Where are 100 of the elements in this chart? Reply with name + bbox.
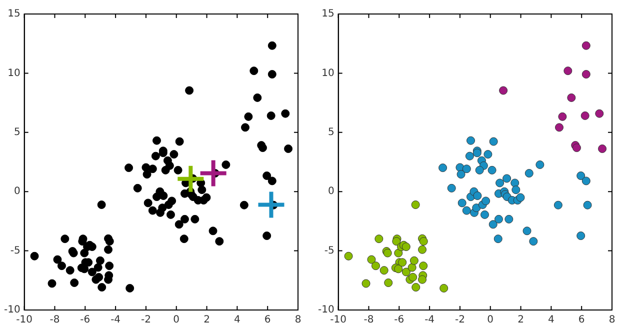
point <box>522 226 532 236</box>
y-tick-label: 0 <box>328 186 334 198</box>
point <box>419 262 428 270</box>
y-tick-label: 10 <box>8 68 20 79</box>
point <box>456 170 466 179</box>
point <box>480 210 489 219</box>
x-tick-label: -6 <box>80 314 90 326</box>
point <box>374 234 384 244</box>
point <box>466 136 476 145</box>
point <box>438 164 448 172</box>
point <box>475 166 484 174</box>
point <box>582 41 590 50</box>
point <box>362 279 370 288</box>
y-tick-label: 5 <box>14 126 20 138</box>
point <box>371 262 380 270</box>
point <box>398 258 407 267</box>
point <box>502 174 512 183</box>
y-tick-label: 15 <box>322 8 334 20</box>
point <box>462 164 471 174</box>
point <box>394 264 403 274</box>
y-tick-label: -5 <box>10 245 20 256</box>
point <box>392 237 401 246</box>
point <box>419 237 428 246</box>
point <box>582 70 590 79</box>
point <box>447 184 456 192</box>
point <box>418 245 427 254</box>
point <box>418 275 427 284</box>
x-tick-label: -8 <box>364 314 374 326</box>
y-tick-label: 0 <box>14 186 20 198</box>
point <box>462 206 471 215</box>
point <box>554 123 564 132</box>
x-tick-label: -6 <box>394 314 404 326</box>
point <box>482 196 490 206</box>
x-tick-label: 0 <box>487 314 494 326</box>
point <box>402 268 410 276</box>
point <box>394 248 403 258</box>
point <box>472 204 481 212</box>
y-tick-label: 15 <box>8 8 20 20</box>
point <box>583 200 592 210</box>
point <box>258 192 284 218</box>
point <box>465 152 474 160</box>
x-tick-label: 6 <box>578 314 585 326</box>
point <box>200 160 226 186</box>
point <box>488 166 496 174</box>
point <box>473 191 482 200</box>
x-tick-label: 2 <box>518 314 524 326</box>
point <box>598 144 607 153</box>
point <box>510 178 520 188</box>
point <box>384 278 393 288</box>
point <box>412 283 420 292</box>
point <box>576 232 586 240</box>
point <box>580 111 590 120</box>
point <box>582 176 590 186</box>
x-tick-label: 6 <box>264 314 271 326</box>
x-tick-label: -8 <box>50 314 60 326</box>
point <box>572 144 581 152</box>
point <box>408 272 418 282</box>
y-tick-label: 5 <box>328 126 334 138</box>
point <box>496 178 504 188</box>
point <box>410 256 418 265</box>
point <box>576 171 586 180</box>
x-tick-label: 4 <box>234 314 240 326</box>
point <box>512 186 520 194</box>
y-tick-label: 10 <box>322 68 334 79</box>
point <box>567 93 576 102</box>
point <box>440 284 448 292</box>
point <box>380 266 388 275</box>
point <box>411 200 420 209</box>
point <box>408 263 416 272</box>
point <box>499 86 508 95</box>
point <box>504 214 514 224</box>
point <box>494 214 503 224</box>
point <box>558 112 567 121</box>
x-tick-label: 0 <box>173 314 180 326</box>
point <box>494 234 502 244</box>
x-tick-label: 8 <box>294 314 302 326</box>
point <box>536 160 544 169</box>
point <box>529 237 538 246</box>
x-tick-label: 4 <box>548 314 554 326</box>
x-tick-label: -2 <box>140 314 151 326</box>
point <box>488 220 498 229</box>
y-tick-label: -10 <box>4 304 20 316</box>
point <box>489 137 498 146</box>
x-tick-label: -2 <box>454 314 465 326</box>
x-tick-label: -4 <box>110 314 121 326</box>
y-tick-label: -5 <box>324 245 334 256</box>
point <box>516 193 525 202</box>
y-tick-label: -10 <box>318 304 334 316</box>
point <box>344 252 353 260</box>
point <box>367 255 376 264</box>
point <box>554 200 562 210</box>
point <box>402 242 410 252</box>
point <box>524 169 534 178</box>
x-tick-label: 2 <box>204 314 210 326</box>
point <box>564 66 572 76</box>
point <box>178 166 204 192</box>
point <box>458 198 466 208</box>
point <box>595 109 604 118</box>
point <box>484 150 492 159</box>
x-tick-label: 8 <box>608 314 616 326</box>
